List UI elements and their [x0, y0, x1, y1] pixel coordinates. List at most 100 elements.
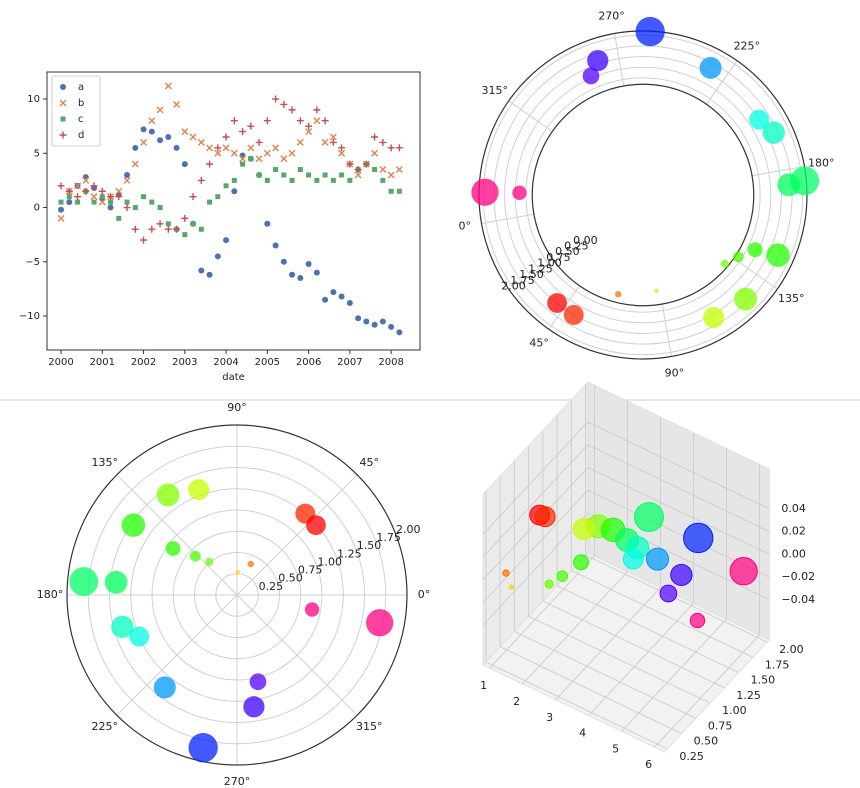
point: [198, 226, 204, 232]
grid-line: [556, 585, 739, 674]
point: [322, 172, 328, 178]
x-tick-label: 2000: [48, 357, 73, 368]
grid-line: [542, 600, 725, 689]
point: [223, 183, 229, 189]
y-tick-label: 1.75: [765, 658, 790, 671]
y-tick-label: 1.00: [722, 704, 747, 717]
point: [654, 288, 659, 293]
point: [66, 199, 73, 206]
point: [388, 188, 394, 194]
point: [231, 188, 238, 195]
point: [321, 117, 329, 125]
theta-tick-label: 315°: [481, 84, 508, 97]
point: [247, 122, 255, 130]
point: [222, 133, 230, 141]
point: [703, 306, 725, 329]
point: [140, 138, 148, 146]
point: [314, 177, 320, 183]
theta-tick-label: 135°: [778, 292, 805, 305]
point: [322, 296, 329, 303]
y-tick-label: −5: [25, 257, 40, 268]
point: [239, 128, 247, 136]
theta-tick-label: 225°: [92, 720, 119, 733]
point: [206, 144, 214, 152]
r-tick-label: 1.50: [519, 268, 544, 281]
point: [289, 177, 295, 183]
point: [90, 193, 98, 201]
point: [645, 547, 670, 571]
point: [544, 579, 554, 589]
point: [230, 149, 238, 157]
point: [198, 267, 205, 274]
point: [156, 106, 164, 114]
point: [123, 176, 131, 184]
x-tick-label: 2003: [172, 357, 197, 368]
grid-line: [528, 615, 711, 704]
point: [729, 557, 758, 586]
point: [471, 178, 499, 206]
point: [206, 271, 213, 278]
point: [207, 199, 213, 205]
theta-grid-line: [751, 166, 805, 177]
theta-tick-label: 315°: [356, 720, 383, 733]
grid-line: [621, 618, 727, 732]
r-tick-label: 1.00: [318, 555, 343, 568]
point: [615, 291, 622, 298]
point: [181, 128, 189, 136]
point: [379, 166, 387, 174]
point: [289, 271, 296, 278]
point: [733, 251, 744, 263]
legend-marker: [60, 84, 66, 90]
theta-grid-line: [508, 100, 553, 132]
point: [243, 696, 265, 718]
point: [372, 167, 378, 173]
point: [165, 541, 181, 556]
inner-spine: [531, 83, 755, 307]
point: [235, 569, 240, 575]
point: [762, 121, 785, 144]
point: [132, 144, 139, 151]
point: [288, 149, 296, 157]
point: [354, 166, 362, 174]
point: [747, 242, 763, 258]
point: [280, 100, 288, 108]
point: [670, 563, 693, 587]
point: [231, 177, 237, 183]
r-tick-label: 1.25: [528, 262, 553, 275]
point: [157, 205, 163, 211]
x-tick-label: 3: [546, 711, 553, 724]
point: [313, 106, 321, 114]
point: [132, 205, 138, 211]
point: [346, 300, 353, 307]
point: [622, 548, 644, 570]
point: [587, 49, 609, 72]
point: [190, 550, 201, 562]
theta-tick-label: 180°: [37, 588, 64, 601]
point: [362, 160, 370, 168]
point: [512, 185, 527, 201]
point: [255, 155, 263, 163]
point: [108, 199, 114, 205]
point: [272, 242, 279, 249]
point: [329, 133, 337, 141]
point: [121, 513, 146, 537]
z-tick-label: −0.04: [781, 593, 815, 606]
r-tick-label: 1.75: [510, 274, 535, 287]
point: [330, 289, 337, 296]
polar-spine: [66, 424, 408, 766]
theta-grid-line: [733, 258, 778, 290]
point: [156, 483, 180, 507]
point: [58, 206, 65, 213]
point: [306, 172, 312, 178]
point: [339, 172, 345, 178]
r-tick-label: 0.75: [298, 564, 323, 577]
point: [280, 155, 288, 163]
point: [379, 318, 386, 325]
point: [305, 128, 313, 136]
point: [57, 214, 65, 222]
r-grid-line: [504, 56, 782, 334]
x-tick-label: 2: [513, 695, 520, 708]
point: [189, 193, 197, 201]
r-tick-label: 1.75: [376, 531, 401, 544]
grid-line: [482, 421, 589, 535]
